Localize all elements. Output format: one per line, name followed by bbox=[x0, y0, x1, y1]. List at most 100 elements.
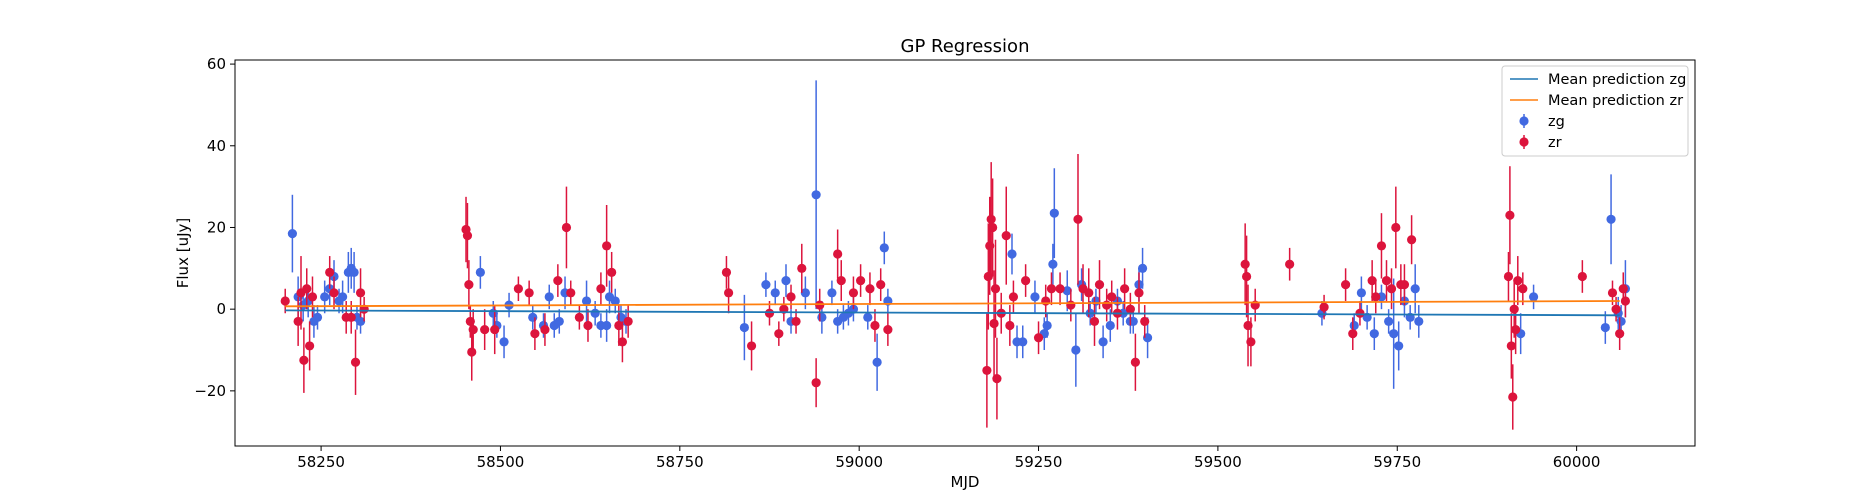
legend-label-mean-zg: Mean prediction zg bbox=[1548, 72, 1686, 88]
point-zr-3 bbox=[299, 355, 309, 365]
point-zg-92 bbox=[1616, 316, 1626, 327]
point-zr-74 bbox=[1073, 214, 1083, 224]
point-zr-53 bbox=[870, 320, 880, 331]
y-tick-label--20: −20 bbox=[194, 382, 226, 400]
point-zg-28 bbox=[590, 308, 600, 318]
legend-marker-zr bbox=[1519, 137, 1529, 147]
point-zr-30 bbox=[583, 320, 593, 331]
point-zg-40 bbox=[800, 288, 810, 298]
x-tick-label-58750: 58750 bbox=[656, 453, 704, 471]
y-tick-label-0: 0 bbox=[216, 300, 226, 318]
point-zr-119 bbox=[1620, 296, 1631, 306]
point-zg-65 bbox=[1098, 337, 1108, 347]
point-zr-104 bbox=[1399, 280, 1410, 290]
point-zg-42 bbox=[817, 312, 827, 322]
point-zr-83 bbox=[1125, 304, 1135, 314]
point-zg-36 bbox=[761, 280, 771, 290]
point-zg-57 bbox=[1042, 320, 1052, 331]
point-zr-115 bbox=[1607, 288, 1618, 298]
point-zr-22 bbox=[513, 284, 523, 294]
x-tick-label-58500: 58500 bbox=[477, 453, 525, 471]
point-zr-25 bbox=[540, 324, 550, 335]
series-zr bbox=[280, 153, 1631, 430]
point-zr-98 bbox=[1371, 292, 1381, 302]
point-zr-71 bbox=[1046, 284, 1057, 294]
point-zr-44 bbox=[791, 316, 801, 327]
point-zr-87 bbox=[1240, 259, 1250, 269]
point-zg-15 bbox=[355, 316, 366, 327]
legend: Mean prediction zg Mean prediction zr zg… bbox=[1501, 65, 1689, 157]
point-zg-30 bbox=[602, 320, 612, 331]
point-zr-100 bbox=[1381, 275, 1392, 286]
point-zg-35 bbox=[739, 322, 749, 333]
plot-marks bbox=[280, 80, 1631, 430]
point-zg-86 bbox=[1414, 316, 1424, 327]
point-zg-89 bbox=[1600, 322, 1610, 333]
point-zg-82 bbox=[1394, 341, 1404, 351]
point-zr-105 bbox=[1407, 235, 1417, 245]
point-zr-70 bbox=[1041, 296, 1051, 306]
y-tick-label-40: 40 bbox=[207, 137, 226, 155]
point-zr-110 bbox=[1509, 304, 1519, 314]
point-zg-10 bbox=[338, 292, 348, 302]
point-zr-47 bbox=[815, 300, 825, 310]
point-zg-81 bbox=[1389, 329, 1399, 339]
point-zr-45 bbox=[797, 263, 807, 273]
point-zr-108 bbox=[1506, 341, 1516, 351]
point-zr-109 bbox=[1508, 392, 1518, 402]
point-zr-72 bbox=[1055, 284, 1065, 294]
x-tick-label-60000: 60000 bbox=[1553, 453, 1601, 471]
point-zg-37 bbox=[770, 288, 780, 298]
point-zg-41 bbox=[811, 190, 821, 200]
point-zg-55 bbox=[1030, 292, 1040, 302]
y-tick-label-60: 60 bbox=[207, 55, 226, 73]
point-zg-88 bbox=[1528, 292, 1539, 302]
plot-frame bbox=[234, 59, 1696, 447]
point-zr-24 bbox=[530, 329, 540, 339]
point-zr-49 bbox=[836, 275, 846, 286]
point-zr-4 bbox=[302, 284, 312, 294]
point-zg-60 bbox=[1062, 286, 1072, 296]
point-zr-52 bbox=[865, 284, 875, 294]
point-zr-66 bbox=[1005, 320, 1015, 331]
x-tick-label-59750: 59750 bbox=[1373, 453, 1421, 471]
point-zr-15 bbox=[462, 231, 473, 241]
point-zr-39 bbox=[746, 341, 757, 351]
point-zr-33 bbox=[607, 267, 617, 278]
x-tick-label-58250: 58250 bbox=[297, 453, 345, 471]
point-zr-55 bbox=[883, 324, 893, 335]
point-zr-73 bbox=[1066, 300, 1076, 310]
point-zr-65 bbox=[1001, 231, 1011, 241]
legend-label-zr: zr bbox=[1548, 135, 1562, 151]
point-zr-102 bbox=[1391, 222, 1401, 233]
point-zr-117 bbox=[1615, 329, 1625, 339]
point-zr-34 bbox=[614, 320, 624, 331]
point-zg-72 bbox=[1137, 263, 1148, 273]
legend-box bbox=[1501, 65, 1689, 157]
point-zr-112 bbox=[1513, 275, 1523, 286]
point-zr-84 bbox=[1130, 357, 1140, 367]
point-zr-114 bbox=[1577, 271, 1587, 282]
point-zr-78 bbox=[1094, 280, 1105, 290]
point-zr-54 bbox=[876, 280, 886, 290]
x-axis: 58250 58500 58750 59000 59250 59500 59750 60000 bbox=[297, 446, 1600, 471]
point-zg-76 bbox=[1356, 288, 1366, 298]
point-zr-101 bbox=[1386, 284, 1397, 294]
point-zr-79 bbox=[1102, 300, 1112, 310]
point-zr-106 bbox=[1503, 271, 1514, 282]
point-zr-8 bbox=[329, 288, 339, 298]
point-zg-19 bbox=[499, 337, 509, 347]
point-zr-37 bbox=[721, 267, 732, 278]
point-zr-32 bbox=[602, 241, 612, 251]
point-zr-28 bbox=[566, 288, 576, 298]
point-zr-111 bbox=[1511, 324, 1521, 335]
point-zg-59 bbox=[1049, 208, 1059, 218]
point-zg-38 bbox=[781, 275, 791, 286]
x-axis-label: MJD bbox=[951, 473, 980, 491]
point-zr-69 bbox=[1033, 333, 1044, 343]
point-zr-97 bbox=[1367, 275, 1377, 286]
point-zr-50 bbox=[848, 288, 859, 298]
point-zr-23 bbox=[524, 288, 534, 298]
point-zr-96 bbox=[1355, 308, 1365, 318]
